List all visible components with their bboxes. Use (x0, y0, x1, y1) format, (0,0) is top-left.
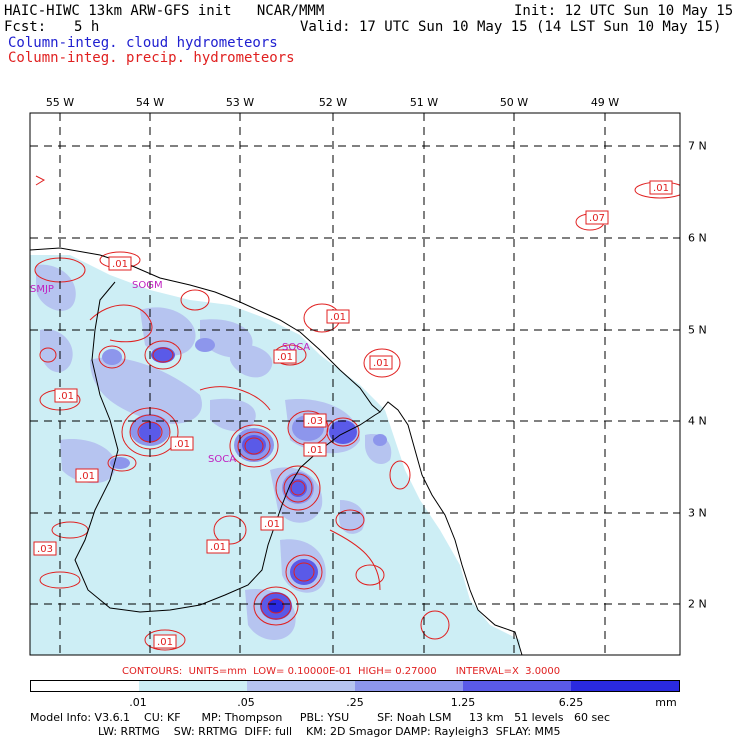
lon-label-49w: 49 W (590, 96, 620, 109)
lon-label-53w: 53 W (225, 96, 255, 109)
legend-swatch (139, 681, 247, 691)
station-soca-2: SOCA (208, 454, 236, 465)
model-title: HAIC-HIWC 13km ARW-GFS init NCAR/MMM (4, 3, 325, 19)
contour-label: .01 (260, 516, 284, 531)
contour-label-text: .01 (174, 439, 190, 450)
contour-label-text: .01 (373, 358, 389, 369)
lon-label-54w: 54 W (135, 96, 165, 109)
contour-label-text: .03 (307, 416, 323, 427)
contour-label-text: .01 (653, 183, 669, 194)
legend-swatch (571, 681, 679, 691)
contour-label: .07 (585, 210, 609, 225)
forecast-hours: 5 h (74, 19, 100, 35)
contour-label-text: .01 (79, 471, 95, 482)
frame-ticks (59, 113, 680, 605)
contour-label: .01 (649, 180, 673, 195)
lat-label-7n: 7 N (688, 139, 707, 153)
contour-label-text: .01 (58, 391, 74, 402)
legend-tick: 1.25 (450, 696, 476, 709)
contours-info: CONTOURS: UNITS=mm LOW= 0.10000E-01 HIGH… (122, 666, 561, 677)
contour-label: .01 (54, 388, 78, 403)
lon-label-50w: 50 W (499, 96, 529, 109)
legend-tick: 6.25 (558, 696, 584, 709)
cloud-shading (30, 255, 520, 655)
contour-label-text: .03 (37, 544, 53, 555)
contour-label: .01 (303, 442, 327, 457)
station-soca: SOCA (282, 342, 310, 353)
contour-label-text: .01 (210, 542, 226, 553)
legend-swatch (31, 681, 139, 691)
lat-lon-grid (30, 113, 680, 655)
contour-label-text: .01 (264, 519, 280, 530)
station-sogm: SOGM (132, 280, 163, 291)
contour-label-text: .07 (589, 213, 605, 224)
contour-label: .03 (33, 541, 57, 556)
precip-hydrometeors-caption: Column-integ. precip. hydrometeors (8, 50, 295, 66)
legend-tick: .25 (346, 696, 364, 709)
contour-label: .01 (170, 436, 194, 451)
model-info-line2: LW: RRTMG SW: RRTMG DIFF: full KM: 2D Sm… (98, 725, 561, 738)
station-smjp: SMJP (30, 284, 54, 295)
lon-label-52w: 52 W (318, 96, 348, 109)
contour-label-text: .01 (307, 445, 323, 456)
contour-label: .01 (108, 256, 132, 271)
coastline (30, 247, 523, 655)
contour-label: .03 (303, 413, 327, 428)
map-frame (29, 112, 681, 656)
lat-label-6n: 6 N (688, 231, 707, 245)
contour-label: .01 (326, 309, 350, 324)
legend-tick: .01 (129, 696, 147, 709)
init-time: Init: 12 UTC Sun 10 May 15 (514, 3, 734, 19)
contour-label-text: .01 (157, 637, 173, 648)
lat-label-2n: 2 N (688, 597, 707, 611)
contour-label-text: .01 (277, 352, 293, 363)
lat-label-5n: 5 N (688, 323, 707, 337)
legend-colorbar (30, 680, 680, 692)
legend-swatch (355, 681, 463, 691)
lat-label-4n: 4 N (688, 414, 707, 428)
legend-units: mm (655, 696, 677, 709)
cloud-hydrometeors-caption: Column-integ. cloud hydrometeors (8, 35, 278, 51)
contour-label: .01 (369, 355, 393, 370)
legend-swatch (463, 681, 571, 691)
contour-label-text: .01 (112, 259, 128, 270)
forecast-label: Fcst: (4, 19, 47, 35)
legend-tick: .05 (237, 696, 255, 709)
model-info-line1: Model Info: V3.6.1 CU: KF MP: Thompson P… (30, 711, 610, 724)
contour-label: .01 (153, 634, 177, 649)
legend-swatch (247, 681, 355, 691)
lon-label-51w: 51 W (409, 96, 439, 109)
lat-label-3n: 3 N (688, 506, 707, 520)
contour-label: .01 (273, 349, 297, 364)
contour-label: .01 (75, 468, 99, 483)
valid-time: Valid: 17 UTC Sun 10 May 15 (14 LST Sun … (300, 19, 722, 35)
contour-label-text: .01 (330, 312, 346, 323)
contour-label: .01 (206, 539, 230, 554)
lon-label-55w: 55 W (45, 96, 75, 109)
